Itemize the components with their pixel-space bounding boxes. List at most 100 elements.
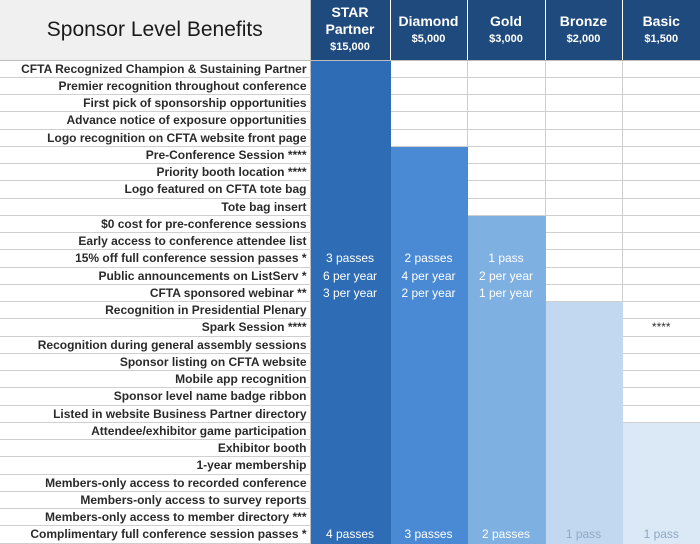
benefit-cell-gold (467, 336, 545, 353)
benefit-cell-basic (622, 233, 700, 250)
benefit-cell-star-partner (310, 440, 390, 457)
benefit-cell-gold (467, 371, 545, 388)
benefit-rows: CFTA Recognized Champion & Sustaining Pa… (0, 60, 700, 543)
benefit-cell-gold (467, 422, 545, 439)
benefit-cell-star-partner (310, 336, 390, 353)
benefit-cell-gold (467, 353, 545, 370)
benefit-cell-bronze (545, 198, 622, 215)
benefit-cell-diamond (390, 198, 467, 215)
benefit-cell-gold (467, 405, 545, 422)
benefit-cell-diamond (390, 422, 467, 439)
benefit-label: Listed in website Business Partner direc… (0, 405, 310, 422)
benefit-cell-diamond (390, 112, 467, 129)
benefit-label: Members-only access to recorded conferen… (0, 474, 310, 491)
benefit-label: CFTA Recognized Champion & Sustaining Pa… (0, 60, 310, 77)
benefit-cell-star-partner (310, 491, 390, 508)
benefit-cell-basic (622, 164, 700, 181)
benefit-row: 1-year membership (0, 457, 700, 474)
benefit-cell-basic (622, 388, 700, 405)
benefit-label: Public announcements on ListServ * (0, 267, 310, 284)
benefit-row: First pick of sponsorship opportunities (0, 95, 700, 112)
benefit-label: Recognition during general assembly sess… (0, 336, 310, 353)
benefit-label: Early access to conference attendee list (0, 233, 310, 250)
benefit-cell-star-partner (310, 353, 390, 370)
benefit-row: Spark Session ******** (0, 319, 700, 336)
benefit-cell-diamond (390, 371, 467, 388)
benefit-cell-bronze (545, 181, 622, 198)
benefit-cell-basic (622, 112, 700, 129)
benefit-cell-gold (467, 233, 545, 250)
benefit-label: Attendee/exhibitor game participation (0, 422, 310, 439)
benefit-cell-basic (622, 267, 700, 284)
benefit-cell-gold (467, 440, 545, 457)
benefit-cell-basic (622, 215, 700, 232)
benefit-cell-diamond (390, 77, 467, 94)
benefit-label: Premier recognition throughout conferenc… (0, 77, 310, 94)
level-name: Basic (623, 13, 700, 30)
benefit-label: Logo featured on CFTA tote bag (0, 181, 310, 198)
benefit-label: CFTA sponsored webinar ** (0, 284, 310, 301)
benefit-cell-star-partner (310, 405, 390, 422)
benefit-row: Attendee/exhibitor game participation (0, 422, 700, 439)
benefit-cell-bronze (545, 319, 622, 336)
benefit-row: Recognition during general assembly sess… (0, 336, 700, 353)
benefit-cell-basic (622, 95, 700, 112)
benefit-cell-gold (467, 77, 545, 94)
benefit-cell-bronze (545, 302, 622, 319)
benefit-cell-gold (467, 215, 545, 232)
benefit-cell-basic (622, 491, 700, 508)
benefit-row: Complimentary full conference session pa… (0, 526, 700, 543)
benefit-cell-gold (467, 509, 545, 526)
benefit-row: Members-only access to recorded conferen… (0, 474, 700, 491)
benefit-cell-gold (467, 388, 545, 405)
benefit-row: Priority booth location **** (0, 164, 700, 181)
benefit-cell-diamond (390, 405, 467, 422)
benefit-cell-bronze (545, 457, 622, 474)
benefit-cell-gold (467, 457, 545, 474)
benefit-label: Pre-Conference Session **** (0, 146, 310, 163)
benefit-cell-basic (622, 353, 700, 370)
benefit-cell-basic (622, 77, 700, 94)
benefit-label: First pick of sponsorship opportunities (0, 95, 310, 112)
benefit-label: Sponsor level name badge ribbon (0, 388, 310, 405)
benefit-label: $0 cost for pre-conference sessions (0, 215, 310, 232)
benefit-cell-basic (622, 60, 700, 77)
benefit-cell-gold (467, 474, 545, 491)
benefit-cell-star-partner (310, 474, 390, 491)
level-header-star-partner: STAR Partner $15,000 (310, 0, 390, 60)
benefit-cell-star-partner (310, 509, 390, 526)
benefit-cell-diamond (390, 491, 467, 508)
benefit-cell-basic (622, 474, 700, 491)
benefit-cell-gold: 1 pass (467, 250, 545, 267)
benefit-cell-bronze (545, 405, 622, 422)
level-price: $1,500 (623, 32, 700, 47)
benefit-cell-star-partner (310, 422, 390, 439)
benefit-label: Exhibitor booth (0, 440, 310, 457)
benefit-cell-diamond (390, 509, 467, 526)
level-name: Gold (468, 13, 545, 30)
benefit-cell-bronze (545, 336, 622, 353)
benefit-cell-bronze (545, 129, 622, 146)
benefit-cell-basic (622, 405, 700, 422)
benefit-cell-gold (467, 181, 545, 198)
benefit-cell-gold: 2 passes (467, 526, 545, 543)
benefit-row: Public announcements on ListServ *6 per … (0, 267, 700, 284)
benefit-cell-bronze (545, 353, 622, 370)
level-price: $5,000 (391, 32, 467, 47)
level-name: Diamond (391, 13, 467, 30)
benefit-cell-gold (467, 164, 545, 181)
benefit-cell-basic: **** (622, 319, 700, 336)
benefit-cell-star-partner (310, 388, 390, 405)
benefit-cell-star-partner (310, 77, 390, 94)
benefit-cell-basic: 1 pass (622, 526, 700, 543)
benefit-cell-star-partner (310, 457, 390, 474)
benefit-label: Sponsor listing on CFTA website (0, 353, 310, 370)
benefit-cell-bronze (545, 146, 622, 163)
level-price: $15,000 (311, 40, 390, 55)
benefit-row: Recognition in Presidential Plenary (0, 302, 700, 319)
benefit-label: Tote bag insert (0, 198, 310, 215)
benefit-cell-diamond (390, 336, 467, 353)
benefit-cell-gold (467, 60, 545, 77)
benefit-cell-diamond (390, 60, 467, 77)
benefit-cell-star-partner (310, 215, 390, 232)
